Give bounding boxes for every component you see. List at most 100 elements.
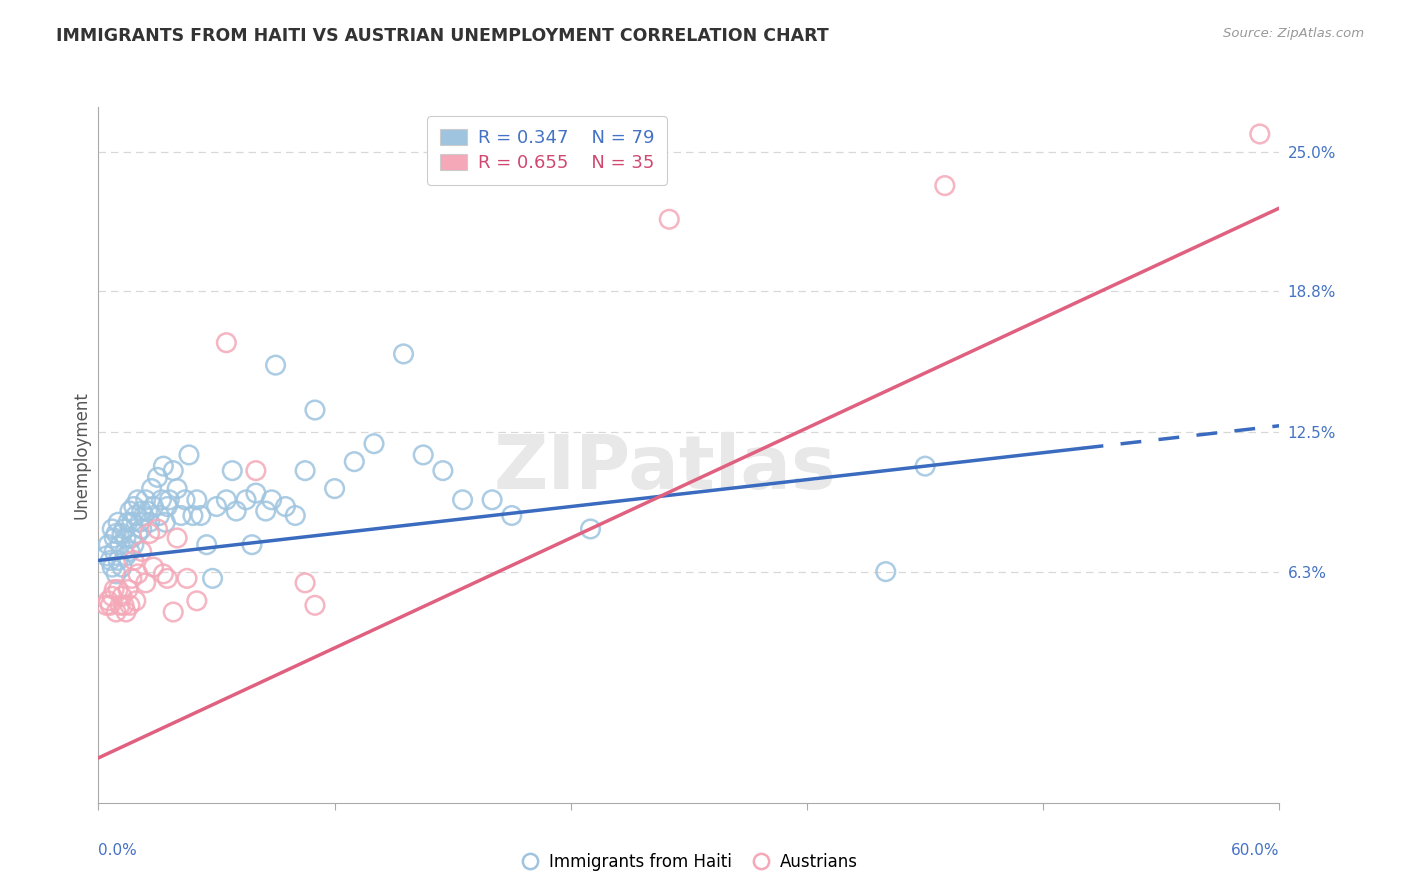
Point — [131, 504, 153, 518]
Point — [146, 522, 169, 536]
Point — [115, 549, 138, 563]
Point — [914, 459, 936, 474]
Point — [131, 522, 153, 536]
Text: 60.0%: 60.0% — [1232, 843, 1279, 858]
Point — [101, 560, 124, 574]
Point — [101, 590, 124, 604]
Point — [432, 464, 454, 478]
Point — [195, 538, 218, 552]
Point — [97, 538, 120, 552]
Text: Source: ZipAtlas.com: Source: ZipAtlas.com — [1223, 27, 1364, 40]
Point — [343, 455, 366, 469]
Point — [579, 522, 602, 536]
Point — [294, 464, 316, 478]
Point — [284, 508, 307, 523]
Point — [274, 500, 297, 514]
Point — [118, 544, 141, 558]
Legend: Immigrants from Haiti, Austrians: Immigrants from Haiti, Austrians — [513, 847, 865, 878]
Point — [260, 492, 283, 507]
Point — [115, 605, 138, 619]
Point — [117, 582, 139, 597]
Point — [201, 571, 224, 585]
Point — [235, 492, 257, 507]
Point — [658, 212, 681, 227]
Point — [103, 531, 125, 545]
Point — [117, 515, 139, 529]
Point — [128, 515, 150, 529]
Point — [205, 500, 228, 514]
Point — [501, 508, 523, 523]
Point — [118, 504, 141, 518]
Point — [323, 482, 346, 496]
Point — [138, 526, 160, 541]
Point — [245, 486, 267, 500]
Point — [112, 522, 135, 536]
Point — [186, 492, 208, 507]
Point — [240, 538, 263, 552]
Point — [96, 599, 118, 613]
Point — [135, 492, 157, 507]
Point — [107, 515, 129, 529]
Point — [142, 560, 165, 574]
Point — [132, 508, 155, 523]
Point — [108, 538, 131, 552]
Point — [127, 526, 149, 541]
Point — [125, 508, 148, 523]
Point — [107, 553, 129, 567]
Point — [221, 464, 243, 478]
Point — [152, 566, 174, 581]
Point — [136, 504, 159, 518]
Point — [304, 599, 326, 613]
Point — [166, 531, 188, 545]
Point — [363, 436, 385, 450]
Point — [412, 448, 434, 462]
Point — [138, 515, 160, 529]
Point — [146, 470, 169, 484]
Point — [1249, 127, 1271, 141]
Point — [215, 492, 238, 507]
Point — [105, 605, 128, 619]
Point — [254, 504, 277, 518]
Point — [245, 464, 267, 478]
Point — [170, 508, 193, 523]
Point — [162, 605, 184, 619]
Point — [176, 571, 198, 585]
Point — [111, 560, 134, 574]
Point — [215, 335, 238, 350]
Point — [166, 482, 188, 496]
Point — [264, 358, 287, 372]
Point — [103, 544, 125, 558]
Point — [121, 515, 143, 529]
Point — [101, 522, 124, 536]
Text: 0.0%: 0.0% — [98, 843, 138, 858]
Point — [174, 492, 197, 507]
Point — [98, 599, 121, 613]
Point — [225, 504, 247, 518]
Point — [105, 526, 128, 541]
Point — [122, 500, 145, 514]
Point — [121, 571, 143, 585]
Point — [111, 590, 134, 604]
Point — [150, 492, 173, 507]
Point — [156, 500, 179, 514]
Point — [392, 347, 415, 361]
Point — [190, 508, 212, 523]
Point — [934, 178, 956, 193]
Point — [481, 492, 503, 507]
Point — [127, 566, 149, 581]
Point — [142, 500, 165, 514]
Point — [127, 492, 149, 507]
Point — [157, 492, 180, 507]
Point — [304, 403, 326, 417]
Point — [875, 565, 897, 579]
Point — [115, 531, 138, 545]
Point — [105, 566, 128, 581]
Text: IMMIGRANTS FROM HAITI VS AUSTRIAN UNEMPLOYMENT CORRELATION CHART: IMMIGRANTS FROM HAITI VS AUSTRIAN UNEMPL… — [56, 27, 830, 45]
Point — [118, 599, 141, 613]
Point — [103, 582, 125, 597]
Point — [108, 599, 131, 613]
Point — [177, 448, 200, 462]
Point — [122, 538, 145, 552]
Point — [125, 594, 148, 608]
Point — [122, 553, 145, 567]
